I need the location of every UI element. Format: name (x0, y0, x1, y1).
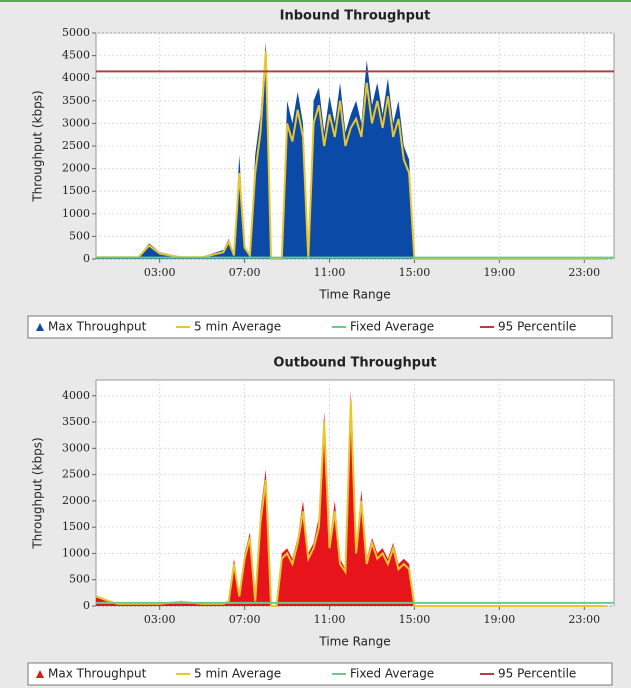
y-tick-label: 3500 (62, 94, 90, 107)
legend-label: Max Throughput (48, 667, 147, 681)
x-tick-label: 19:00 (484, 266, 516, 279)
x-tick-label: 03:00 (144, 613, 176, 626)
y-tick-label: 2500 (62, 468, 90, 481)
y-tick-label: 3000 (62, 116, 90, 129)
legend (27, 315, 613, 339)
line (96, 51, 606, 260)
y-tick-label: 1000 (62, 546, 90, 559)
legend-label: 95 Percentile (498, 667, 576, 681)
y-axis-label: Throughput (kbps) (31, 90, 45, 202)
y-tick-label: 2500 (62, 139, 90, 152)
legend-swatch (36, 323, 44, 331)
y-tick-label: 1000 (62, 207, 90, 220)
y-tick-label: 2000 (62, 494, 90, 507)
area (96, 42, 606, 259)
x-tick-label: 19:00 (484, 613, 516, 626)
legend-label: Fixed Average (350, 320, 434, 334)
legend-label: 95 Percentile (498, 320, 576, 334)
area (96, 390, 606, 606)
y-axis-label: Throughput (kbps) (31, 437, 45, 549)
x-tick-label: 15:00 (399, 613, 431, 626)
y-tick-label: 1500 (62, 520, 90, 533)
x-tick-label: 07:00 (229, 266, 261, 279)
y-tick-label: 0 (83, 252, 90, 265)
legend-label: Max Throughput (48, 320, 147, 334)
y-tick-label: 500 (69, 229, 90, 242)
x-tick-label: 15:00 (399, 266, 431, 279)
x-axis-label: Time Range (318, 635, 390, 649)
x-tick-label: 07:00 (229, 613, 261, 626)
x-tick-label: 11:00 (314, 613, 346, 626)
legend-label: 5 min Average (194, 667, 281, 681)
y-tick-label: 5000 (62, 26, 90, 39)
y-tick-label: 1500 (62, 184, 90, 197)
x-axis-label: Time Range (318, 288, 390, 302)
legend-swatch (36, 670, 44, 678)
y-tick-label: 3000 (62, 441, 90, 454)
legend-label: Fixed Average (350, 667, 434, 681)
x-tick-label: 03:00 (144, 266, 176, 279)
y-tick-label: 4000 (62, 71, 90, 84)
x-tick-label: 23:00 (568, 613, 600, 626)
y-tick-label: 4000 (62, 389, 90, 402)
y-tick-label: 2000 (62, 162, 90, 175)
legend-label: 5 min Average (194, 320, 281, 334)
y-tick-label: 3500 (62, 415, 90, 428)
y-tick-label: 4500 (62, 49, 90, 62)
legend (27, 662, 613, 686)
y-tick-label: 500 (69, 573, 90, 586)
chart-title: Outbound Throughput (273, 356, 436, 371)
x-tick-label: 23:00 (568, 266, 600, 279)
y-tick-label: 0 (83, 599, 90, 612)
chart-title: Inbound Throughput (280, 9, 431, 24)
x-tick-label: 11:00 (314, 266, 346, 279)
line (95, 400, 606, 607)
